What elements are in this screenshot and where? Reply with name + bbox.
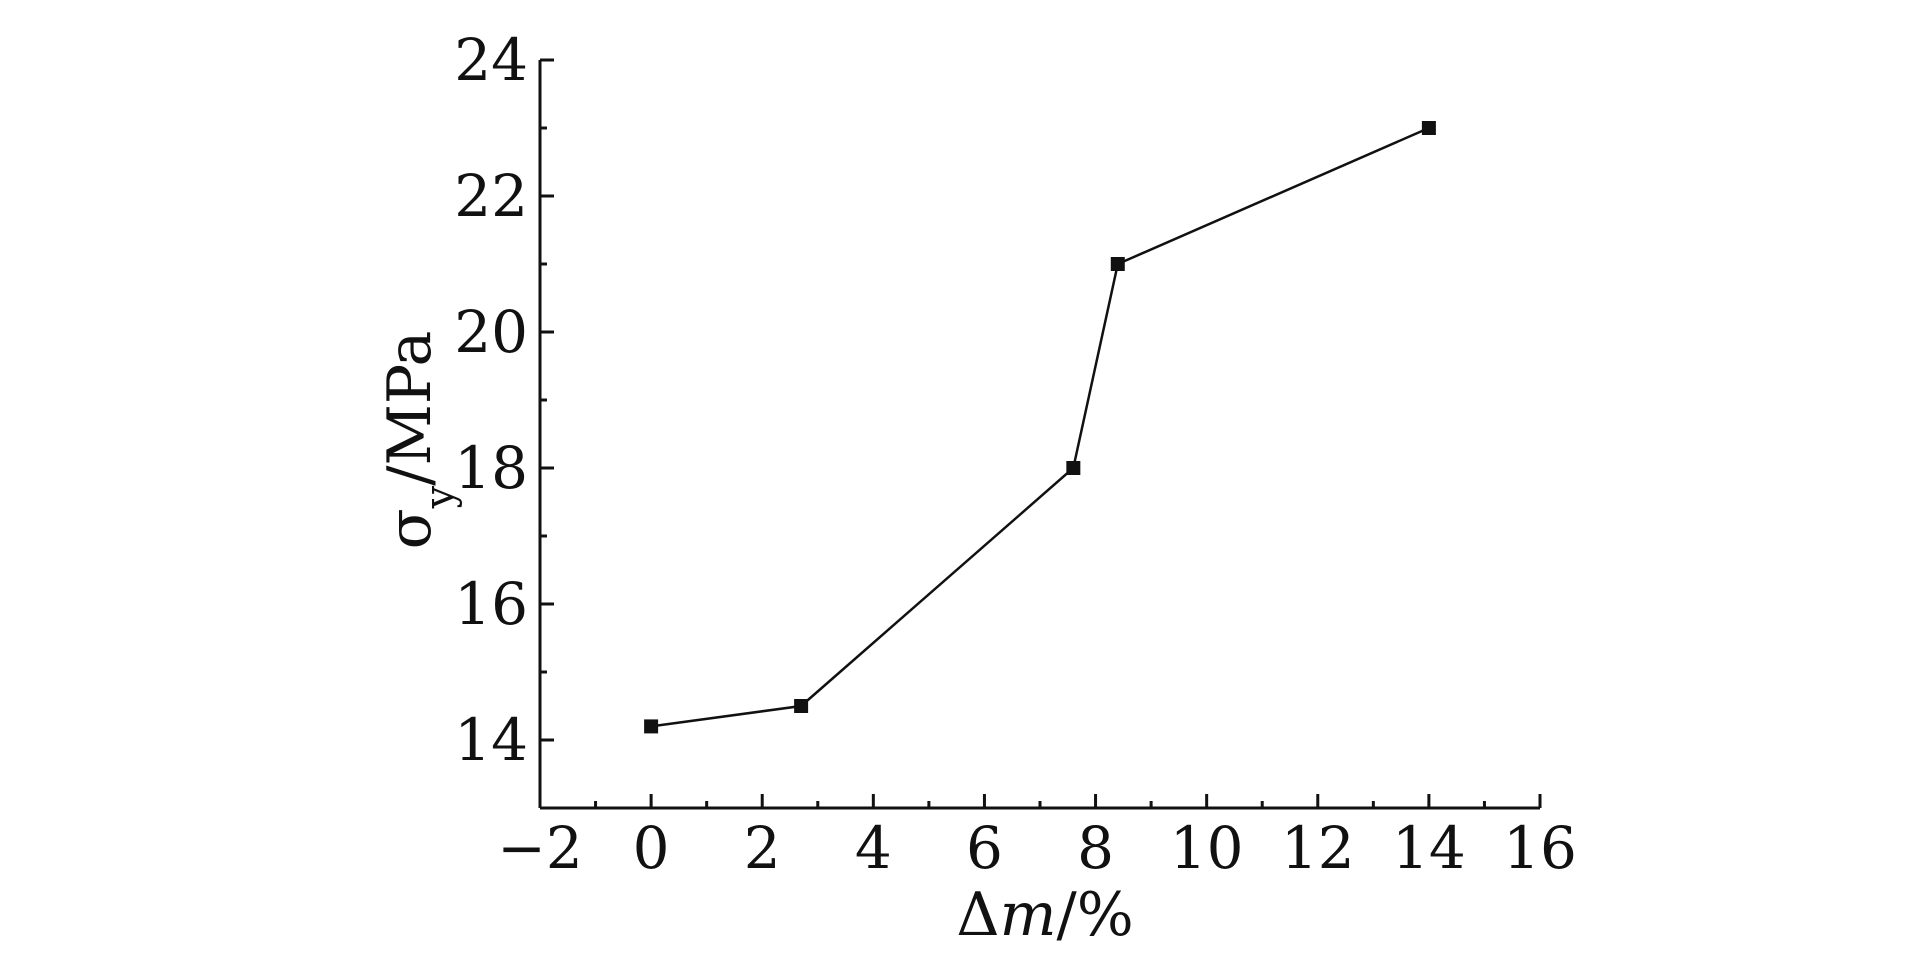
- y-axis-title: σy/MPa: [375, 331, 463, 550]
- data-point-marker: [1066, 461, 1081, 475]
- y-tick-label: 14: [454, 706, 528, 774]
- x-ticks: [538, 794, 1542, 808]
- x-tick-label: 16: [1503, 814, 1577, 882]
- x-tick-label: 14: [1392, 814, 1466, 882]
- y-tick-label: 22: [454, 162, 528, 230]
- series-line: [650, 126, 1430, 728]
- data-point-marker: [1421, 121, 1436, 135]
- series: [650, 126, 1430, 728]
- x-tick-label: 4: [855, 814, 892, 882]
- markers: [644, 121, 1436, 734]
- x-tick-label: 10: [1170, 814, 1244, 882]
- x-tick-label: 6: [966, 814, 1003, 882]
- data-point-marker: [644, 719, 659, 734]
- y-tick-label: 20: [454, 298, 528, 366]
- x-tick-label: 2: [744, 814, 781, 882]
- x-tick-label: 8: [1077, 814, 1114, 882]
- y-tick-label: 16: [454, 570, 528, 638]
- y-ticks: [540, 58, 554, 810]
- data-point-marker: [794, 699, 809, 713]
- x-tick-label: 0: [633, 814, 670, 882]
- y-tick-labels: 14 16 18 20 22 24: [454, 26, 528, 774]
- data-point-marker: [1110, 257, 1125, 271]
- x-tick-label: 12: [1281, 814, 1355, 882]
- x-axis-title: Δm/%: [956, 880, 1133, 950]
- axes: [538, 60, 1540, 810]
- y-tick-label: 18: [454, 434, 528, 502]
- x-tick-labels: −2 0 2 4 6 8 10 12 14 16: [497, 814, 1577, 882]
- x-tick-label: −2: [497, 814, 583, 882]
- y-tick-label: 24: [454, 26, 528, 94]
